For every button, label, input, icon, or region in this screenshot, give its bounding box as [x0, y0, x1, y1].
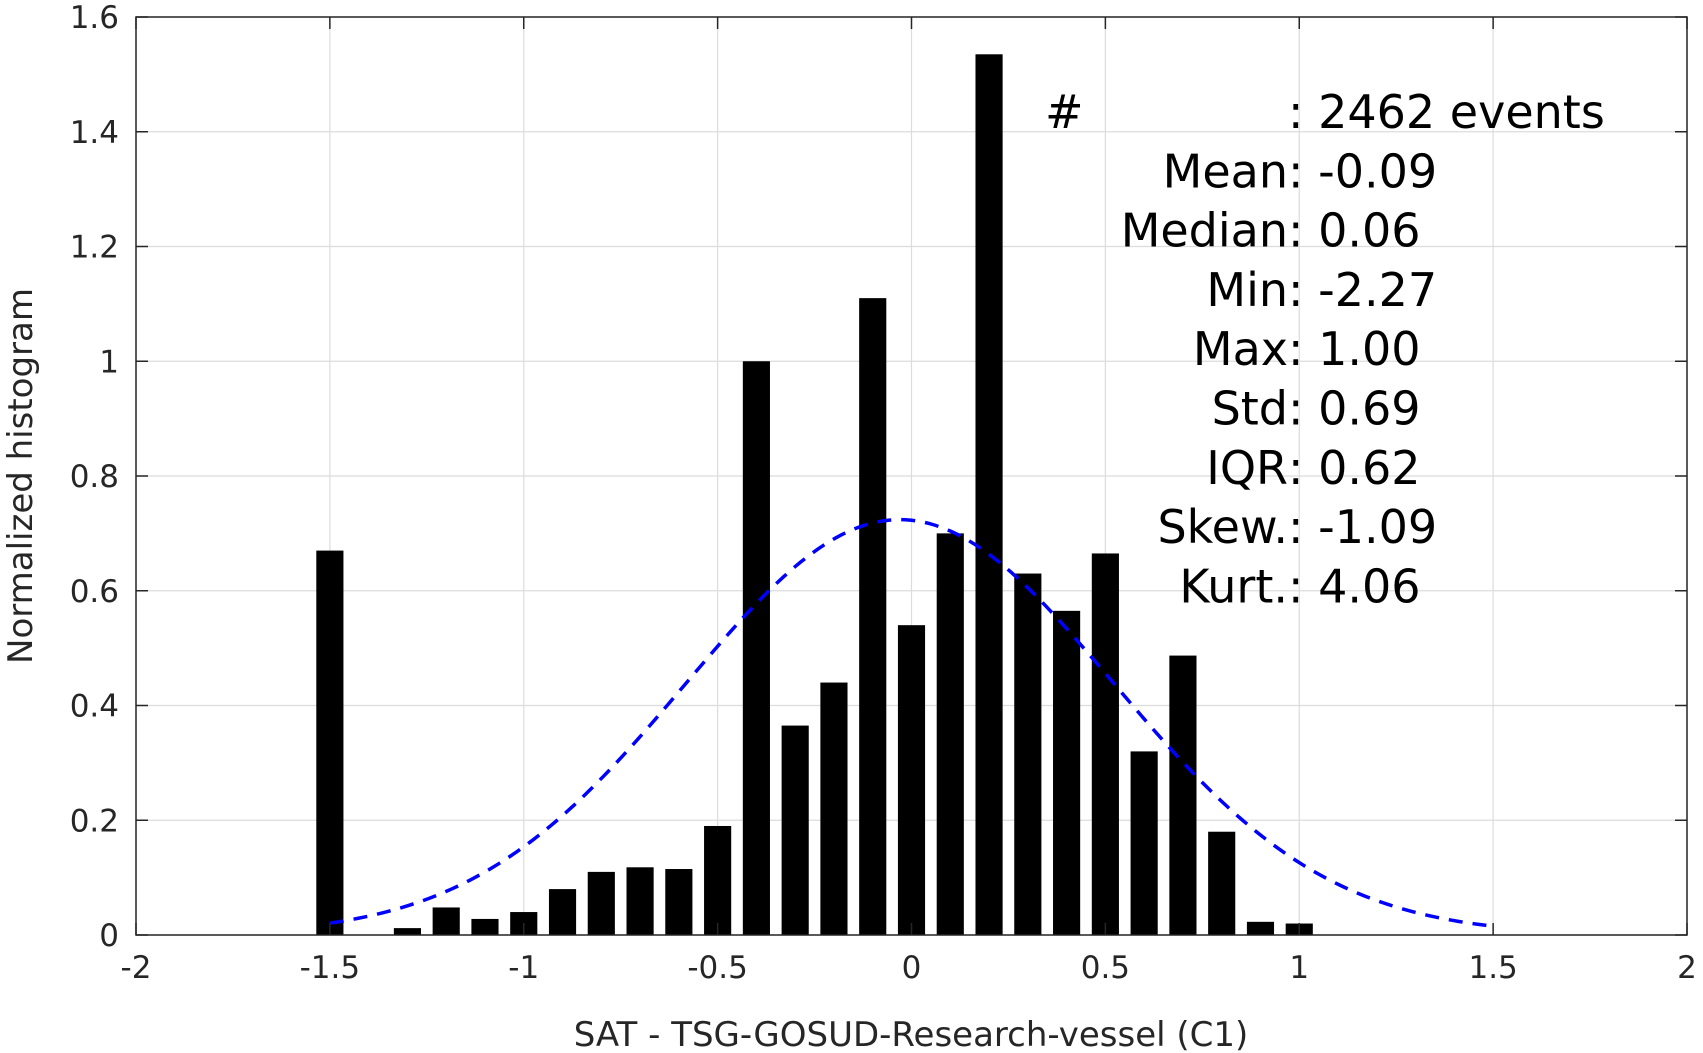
- bar-10: [742, 361, 770, 935]
- stats-row-8: Kurt. : 4.06: [1179, 559, 1420, 613]
- bar-20: [1130, 751, 1158, 935]
- stats-label: Kurt.: [1179, 559, 1288, 613]
- stats-label: Skew.: [1157, 500, 1288, 554]
- axes: [135, 16, 1688, 936]
- y-tick-label-3: 0.6: [70, 574, 119, 610]
- x-tick-label-0: -2: [121, 950, 152, 986]
- stats-value: : -1.09: [1288, 500, 1437, 554]
- bar-7: [626, 867, 654, 935]
- stats-label: Mean: [1163, 144, 1288, 198]
- stats-label: IQR: [1206, 441, 1288, 495]
- bar-5: [548, 889, 577, 935]
- bar-17: [1014, 573, 1042, 935]
- x-tick-label-4: 0: [902, 950, 922, 986]
- bar-21: [1169, 655, 1197, 935]
- bar-16: [975, 54, 1003, 935]
- bar-19: [1091, 553, 1119, 935]
- y-tick-label-7: 1.4: [70, 115, 119, 151]
- y-tick-label-8: 1.6: [70, 0, 119, 36]
- bar-9: [704, 825, 732, 935]
- x-axis-label: SAT - TSG-GOSUD-Research-vessel (C1): [574, 1015, 1249, 1053]
- y-tick-label-5: 1: [99, 344, 119, 380]
- stats-value: : -2.27: [1288, 263, 1437, 317]
- y-tick-label-4: 0.8: [70, 459, 119, 495]
- x-tick-labels: -2 -1.5 -1 -0.5 0 0.5 1 1.5 2: [121, 950, 1697, 986]
- stats-row-2: Median : 0.06: [1121, 204, 1421, 258]
- stats-value: : 2462 events: [1288, 85, 1605, 139]
- fit-curve: [329, 517, 1494, 928]
- bar-8: [665, 869, 693, 935]
- stats-label: Median: [1121, 204, 1288, 258]
- bar-18: [1053, 610, 1081, 935]
- stats-row-3: Min : -2.27: [1206, 263, 1437, 317]
- y-tick-label-1: 0.2: [70, 803, 119, 839]
- bar-0: [316, 550, 344, 935]
- bar-3: [471, 918, 499, 935]
- bar-23: [1246, 921, 1275, 935]
- stats-row-4: Max : 1.00: [1193, 322, 1421, 376]
- y-tick-labels: 0 0.2 0.4 0.6 0.8 1 1.2 1.4 1.6: [70, 0, 119, 954]
- stats-value: : 0.06: [1288, 204, 1421, 258]
- stats-row-6: IQR : 0.62: [1206, 441, 1420, 495]
- stats-label: #: [1045, 85, 1084, 139]
- x-tick-label-7: 1.5: [1468, 950, 1517, 986]
- bar-13: [859, 298, 887, 935]
- x-tick-label-6: 1: [1289, 950, 1309, 986]
- x-tick-label-2: -1: [508, 950, 539, 986]
- stats-value: : 4.06: [1288, 559, 1421, 613]
- bar-22: [1208, 831, 1236, 935]
- y-tick-label-0: 0: [99, 918, 119, 954]
- bar-6: [587, 871, 615, 935]
- x-tick-label-3: -0.5: [687, 950, 748, 986]
- bar-12: [820, 682, 848, 935]
- y-tick-label-2: 0.4: [70, 689, 119, 725]
- stats-row-0: # : 2462 events: [1045, 85, 1605, 139]
- y-tick-label-6: 1.2: [70, 230, 119, 266]
- x-tick-label-5: 0.5: [1081, 950, 1130, 986]
- bar-2: [432, 907, 460, 935]
- bar-15: [936, 533, 964, 935]
- stats-value: : 0.62: [1288, 441, 1421, 495]
- stats-row-7: Skew. : -1.09: [1157, 500, 1437, 554]
- stats-label: Min: [1206, 263, 1288, 317]
- normal-fit-line: [329, 517, 1494, 928]
- bar-1: [393, 928, 421, 935]
- bar-14: [897, 625, 926, 935]
- stats-value: : 0.69: [1288, 382, 1421, 436]
- bar-11: [781, 725, 809, 935]
- stats-value: : 1.00: [1288, 322, 1421, 376]
- x-tick-label-8: 2: [1677, 950, 1697, 986]
- stats-label: Max: [1193, 322, 1288, 376]
- stats-row-1: Mean : -0.09: [1163, 144, 1437, 198]
- y-axis-label: Normalized histogram: [1, 288, 41, 664]
- x-tick-label-1: -1.5: [300, 950, 361, 986]
- stats-row-5: Std : 0.69: [1212, 382, 1421, 436]
- stats-label: Std: [1212, 382, 1288, 436]
- stats-value: : -0.09: [1288, 144, 1437, 198]
